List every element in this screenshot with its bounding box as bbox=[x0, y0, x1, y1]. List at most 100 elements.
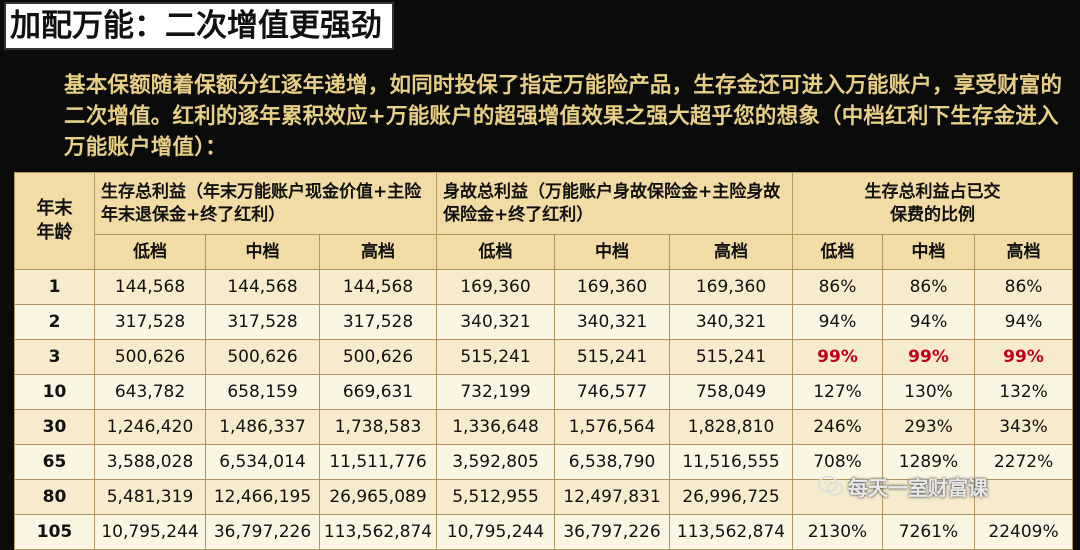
table-row: 1 144,568 144,568 144,568 169,360 169,360 169,… bbox=[14, 269, 1074, 305]
ratio-cell: 293% bbox=[882, 409, 976, 445]
amount-cell: 26,996,725 bbox=[668, 479, 794, 515]
wechat-icon bbox=[818, 475, 844, 496]
amount-cell: 12,466,195 bbox=[205, 479, 320, 515]
tier-header: 高档 bbox=[668, 234, 794, 270]
age-cell: 1 bbox=[14, 269, 95, 305]
amount-cell: 10,795,244 bbox=[436, 514, 555, 550]
ratio-cell: 99% bbox=[882, 339, 976, 375]
amount-cell: 113,562,874 bbox=[668, 514, 794, 550]
tier-header: 高档 bbox=[319, 234, 437, 270]
amount-cell: 1,738,583 bbox=[319, 409, 437, 445]
ratio-cell: 343% bbox=[974, 409, 1074, 445]
amount-cell: 144,568 bbox=[94, 269, 206, 305]
table-row: 105 10,795,244 36,797,226 113,562,874 10,795… bbox=[14, 514, 1074, 550]
amount-cell: 658,159 bbox=[205, 374, 320, 410]
ratio-cell: 708% bbox=[792, 444, 884, 480]
amount-cell: 515,241 bbox=[436, 339, 555, 375]
amount-cell: 113,562,874 bbox=[319, 514, 437, 550]
amount-cell: 732,199 bbox=[436, 374, 555, 410]
tier-header: 中档 bbox=[205, 234, 320, 270]
ratio-cell: 99% bbox=[792, 339, 884, 375]
benefit-table-container: 年末年龄 生存总利益（年末万能账户现金价值+主险年末退保金+终了红利） 身故总利… bbox=[14, 172, 1074, 550]
age-cell: 30 bbox=[14, 409, 95, 445]
amount-cell: 144,568 bbox=[205, 269, 320, 305]
amount-cell: 317,528 bbox=[94, 304, 206, 340]
amount-cell: 317,528 bbox=[205, 304, 320, 340]
amount-cell: 500,626 bbox=[205, 339, 320, 375]
table-row: 80 5,481,319 12,466,195 26,965,089 5,512,955… bbox=[14, 479, 1074, 515]
benefit-table: 年末年龄 生存总利益（年末万能账户现金价值+主险年末退保金+终了红利） 身故总利… bbox=[14, 172, 1074, 550]
age-header: 年末年龄 bbox=[14, 172, 95, 270]
amount-cell: 5,512,955 bbox=[436, 479, 555, 515]
amount-cell: 340,321 bbox=[436, 304, 555, 340]
amount-cell: 3,588,028 bbox=[94, 444, 206, 480]
amount-cell: 1,246,420 bbox=[94, 409, 206, 445]
ratio-cell: 2272% bbox=[974, 444, 1074, 480]
ratio-cell: 94% bbox=[792, 304, 884, 340]
tier-header: 中档 bbox=[554, 234, 670, 270]
death-benefit-header: 身故总利益（万能账户身故保险金+主险身故保险金+终了红利） bbox=[435, 172, 794, 235]
amount-cell: 5,481,319 bbox=[94, 479, 206, 515]
amount-cell: 6,534,014 bbox=[205, 444, 320, 480]
ratio-cell: 127% bbox=[792, 374, 884, 410]
amount-cell: 3,592,805 bbox=[436, 444, 555, 480]
ratio-cell: 86% bbox=[792, 269, 884, 305]
ratio-cell: 1289% bbox=[882, 444, 976, 480]
ratio-cell bbox=[974, 479, 1074, 515]
tier-header: 低档 bbox=[792, 234, 884, 270]
amount-cell: 758,049 bbox=[668, 374, 794, 410]
tier-header: 中档 bbox=[882, 234, 976, 270]
ratio-header: 生存总利益占已交保费的比例 bbox=[792, 172, 1074, 235]
amount-cell: 36,797,226 bbox=[554, 514, 670, 550]
table-row: 30 1,246,420 1,486,337 1,738,583 1,336,648 1,… bbox=[14, 409, 1074, 445]
age-cell: 2 bbox=[14, 304, 95, 340]
amount-cell: 643,782 bbox=[94, 374, 206, 410]
tier-header: 低档 bbox=[436, 234, 555, 270]
tier-header: 高档 bbox=[974, 234, 1074, 270]
amount-cell: 169,360 bbox=[668, 269, 794, 305]
amount-cell: 317,528 bbox=[319, 304, 437, 340]
table-row: 65 3,588,028 6,534,014 11,511,776 3,592,805 6… bbox=[14, 444, 1074, 480]
table-row: 10 643,782 658,159 669,631 732,199 746,577 758… bbox=[14, 374, 1074, 410]
ratio-cell: 94% bbox=[882, 304, 976, 340]
ratio-cell: 94% bbox=[974, 304, 1074, 340]
survival-benefit-header: 生存总利益（年末万能账户现金价值+主险年末退保金+终了红利） bbox=[94, 172, 437, 235]
amount-cell: 12,497,831 bbox=[554, 479, 670, 515]
ratio-cell: 86% bbox=[882, 269, 976, 305]
table-row: 3 500,626 500,626 500,626 515,241 515,241 515,… bbox=[14, 339, 1074, 375]
page-title: 加配万能：二次增值更强劲 bbox=[6, 4, 392, 48]
amount-cell: 169,360 bbox=[554, 269, 670, 305]
amount-cell: 11,516,555 bbox=[668, 444, 794, 480]
ratio-cell: 22409% bbox=[974, 514, 1074, 550]
age-cell: 3 bbox=[14, 339, 95, 375]
amount-cell: 1,828,810 bbox=[668, 409, 794, 445]
amount-cell: 1,576,564 bbox=[554, 409, 670, 445]
intro-paragraph: 基本保额随着保额分红逐年递增，如同时投保了指定万能险产品，生存金还可进入万能账户… bbox=[64, 73, 1063, 160]
amount-cell: 340,321 bbox=[668, 304, 794, 340]
amount-cell: 340,321 bbox=[554, 304, 670, 340]
amount-cell: 500,626 bbox=[319, 339, 437, 375]
ratio-cell: 246% bbox=[792, 409, 884, 445]
watermark-text: 每天一室财富课 bbox=[848, 476, 988, 500]
amount-cell: 11,511,776 bbox=[319, 444, 437, 480]
amount-cell: 515,241 bbox=[554, 339, 670, 375]
ratio-cell: 2130% bbox=[792, 514, 884, 550]
amount-cell: 36,797,226 bbox=[205, 514, 320, 550]
ratio-cell: 7261% bbox=[882, 514, 976, 550]
amount-cell: 1,486,337 bbox=[205, 409, 320, 445]
amount-cell: 669,631 bbox=[319, 374, 437, 410]
amount-cell: 169,360 bbox=[436, 269, 555, 305]
ratio-cell: 86% bbox=[974, 269, 1074, 305]
ratio-cell: 130% bbox=[882, 374, 976, 410]
amount-cell: 26,965,089 bbox=[319, 479, 437, 515]
age-cell: 105 bbox=[14, 514, 95, 550]
tier-header: 低档 bbox=[94, 234, 206, 270]
amount-cell: 515,241 bbox=[668, 339, 794, 375]
age-cell: 10 bbox=[14, 374, 95, 410]
ratio-cell: 132% bbox=[974, 374, 1074, 410]
age-cell: 80 bbox=[14, 479, 95, 515]
amount-cell: 10,795,244 bbox=[94, 514, 206, 550]
table-row: 2 317,528 317,528 317,528 340,321 340,321 340,… bbox=[14, 304, 1074, 340]
amount-cell: 746,577 bbox=[554, 374, 670, 410]
amount-cell: 144,568 bbox=[319, 269, 437, 305]
